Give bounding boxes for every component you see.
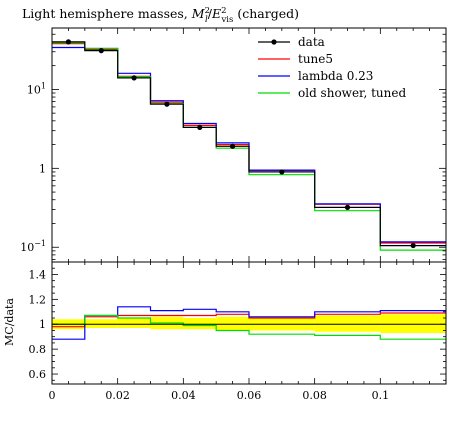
ratio-y-tick-label: 0.8 bbox=[29, 343, 47, 356]
band-bin bbox=[249, 316, 315, 331]
chart-title: Light hemisphere masses, M2 l/E2 vis (char… bbox=[22, 6, 299, 25]
ratio-ylabel: MC/data bbox=[3, 298, 16, 346]
data-point bbox=[131, 75, 137, 81]
x-tick-label: 0.08 bbox=[302, 389, 327, 402]
ratio-y-tick-label: 1.4 bbox=[29, 268, 47, 281]
ratio-y-tick-label: 1.2 bbox=[29, 293, 47, 306]
data-point bbox=[65, 39, 72, 45]
data-point bbox=[98, 48, 104, 54]
data-point bbox=[344, 204, 351, 210]
data-point bbox=[279, 169, 285, 175]
legend-label: old shower, tuned bbox=[298, 86, 406, 100]
ratio-series-line bbox=[52, 312, 446, 328]
x-tick-label: 0 bbox=[49, 389, 56, 402]
data-point bbox=[229, 143, 236, 149]
ratio-panel-series bbox=[52, 306, 446, 340]
x-tick-label: 0.02 bbox=[105, 389, 130, 402]
band-bin bbox=[216, 316, 249, 331]
axes: 0 0.02 0.04 0.06 0.08 0.1 10−1 1 101 0.6 0.8 1 1.2 1.… bbox=[20, 27, 447, 402]
x-tick-label: 0.06 bbox=[237, 389, 262, 402]
uncertainty-band bbox=[52, 314, 446, 333]
band-bin bbox=[380, 314, 446, 333]
ratio-y-tick-label: 1 bbox=[39, 318, 46, 331]
legend-label: tune5 bbox=[298, 52, 333, 66]
data-point bbox=[197, 124, 203, 131]
data-point bbox=[164, 101, 170, 107]
legend-label: lambda 0.23 bbox=[298, 69, 373, 83]
ratio-series-line bbox=[52, 314, 446, 340]
y-tick-label: 10−1 bbox=[20, 239, 46, 254]
band-bin bbox=[183, 318, 217, 330]
band-bin bbox=[84, 319, 118, 328]
legend-marker bbox=[271, 39, 277, 45]
data-point bbox=[410, 242, 416, 249]
x-tick-label: 0.1 bbox=[372, 389, 390, 402]
y-tick-label: 101 bbox=[27, 81, 46, 96]
band-bin bbox=[117, 318, 151, 328]
ratio-y-tick-label: 0.6 bbox=[29, 368, 47, 381]
legend-label: data bbox=[298, 35, 325, 49]
band-bin bbox=[314, 315, 381, 332]
x-tick-label: 0.04 bbox=[171, 389, 196, 402]
series-line bbox=[52, 46, 446, 243]
main-panel-series bbox=[52, 39, 446, 251]
y-tick-label: 1 bbox=[39, 162, 46, 175]
legend: data tune5 lambda 0.23 old shower, tuned bbox=[258, 35, 406, 100]
